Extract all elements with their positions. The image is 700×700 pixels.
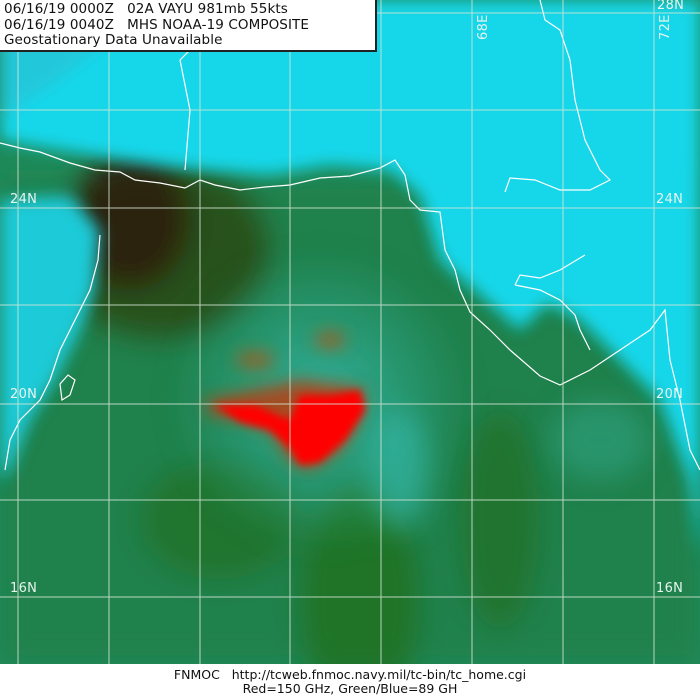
lat-label-28n-right: 28N bbox=[657, 0, 685, 13]
footer-source-line: FNMOC http://tcweb.fnmoc.navy.mil/tc-bin… bbox=[173, 667, 527, 682]
header-sensor-line: 06/16/19 0040Z MHS NOAA-19 COMPOSITE bbox=[4, 16, 310, 33]
footer-channel-legend: Red=150 GHz, Green/Blue=89 GH bbox=[242, 681, 458, 696]
header-storm-line: 06/16/19 0000Z 02A VAYU 981mb 55kts bbox=[4, 1, 288, 17]
satellite-composite bbox=[0, 0, 700, 664]
lon-label-68e: 68E bbox=[476, 14, 491, 40]
lat-label-16n-right: 16N bbox=[656, 581, 684, 596]
lon-label-72e: 72E bbox=[658, 14, 673, 40]
lat-label-24n-left: 24N bbox=[10, 192, 38, 207]
microwave-satellite-image: 24N 20N 16N 28N 24N 20N 16N 68E 72E bbox=[0, 0, 700, 664]
footer-credits: FNMOC http://tcweb.fnmoc.navy.mil/tc-bin… bbox=[0, 664, 700, 700]
lat-label-20n-left: 20N bbox=[10, 387, 38, 402]
lat-label-16n-left: 16N bbox=[10, 581, 38, 596]
header-info-box: 06/16/19 0000Z 02A VAYU 981mb 55kts 06/16… bbox=[0, 0, 377, 52]
lat-label-24n-right: 24N bbox=[656, 192, 684, 207]
header-status-line: Geostationary Data Unavailable bbox=[4, 32, 223, 48]
lat-label-20n-right: 20N bbox=[656, 387, 684, 402]
